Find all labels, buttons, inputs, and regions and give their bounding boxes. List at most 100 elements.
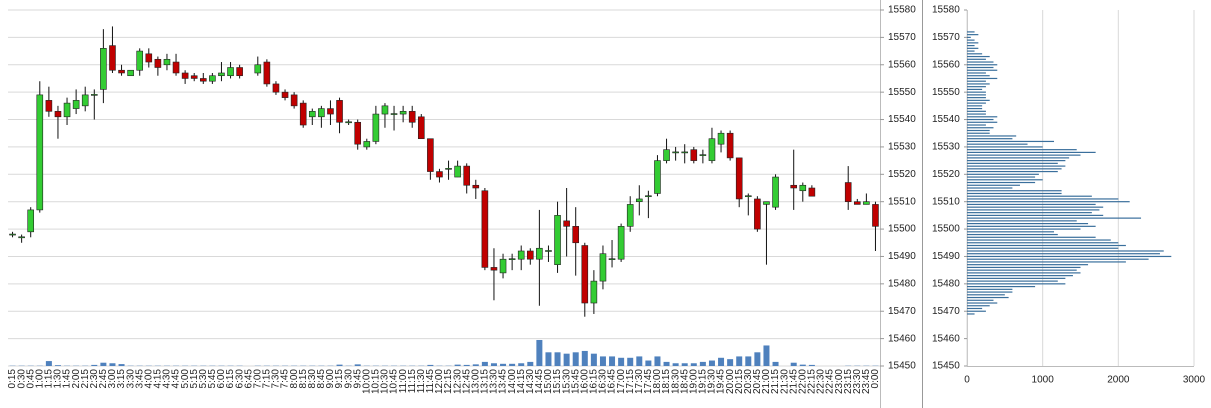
candle-body bbox=[754, 198, 761, 230]
profile-bar bbox=[967, 138, 1013, 140]
volume-bar bbox=[609, 356, 616, 366]
candle-body bbox=[844, 182, 852, 202]
profile-bar bbox=[967, 305, 990, 307]
candle-body bbox=[545, 250, 552, 252]
x-tick-label: 0:00 bbox=[870, 369, 881, 389]
profile-bar bbox=[967, 118, 994, 121]
volume-bar bbox=[690, 363, 697, 366]
x-tick-label: 14:15 bbox=[516, 369, 527, 394]
y-tick-label: 15520 bbox=[888, 169, 916, 180]
profile-bar bbox=[967, 34, 979, 36]
profile-bar bbox=[967, 179, 1043, 181]
profile-bar bbox=[967, 55, 990, 58]
volume-bar bbox=[808, 364, 815, 366]
candle-body bbox=[454, 165, 461, 178]
y-tick-label: 15560 bbox=[932, 59, 960, 70]
profile-bar bbox=[967, 124, 986, 126]
y-tick-label: 15540 bbox=[932, 114, 960, 125]
candle-body bbox=[790, 184, 798, 189]
x-tick-label: 12:00 bbox=[434, 369, 445, 394]
candle-body bbox=[372, 113, 380, 142]
candle-body bbox=[536, 247, 543, 260]
profile-bar bbox=[967, 266, 1081, 269]
x-tick-label: 15:00 bbox=[543, 369, 554, 394]
x-tick-label: 20:00 bbox=[725, 369, 736, 394]
volume-bar bbox=[518, 363, 525, 366]
candle-body bbox=[281, 91, 289, 98]
profile-bar bbox=[967, 170, 1058, 173]
x-tick-label: 13:15 bbox=[480, 369, 491, 394]
volume-bar bbox=[745, 356, 752, 366]
profile-bar bbox=[967, 162, 1058, 164]
profile-bar bbox=[967, 75, 990, 77]
x-tick-label: 17:45 bbox=[643, 369, 654, 394]
y-tick-label: 15520 bbox=[932, 169, 960, 180]
volume-bar bbox=[663, 361, 670, 366]
x-tick-label: 12:45 bbox=[461, 369, 472, 394]
candle-body bbox=[499, 258, 507, 274]
volume-bar bbox=[736, 356, 743, 366]
y-tick-label: 15460 bbox=[888, 333, 916, 344]
profile-bar bbox=[967, 69, 998, 71]
profile-bar bbox=[967, 47, 979, 49]
profile-bar bbox=[967, 288, 1013, 290]
profile-bar bbox=[967, 244, 1126, 247]
volume-bar bbox=[536, 339, 543, 366]
candle-body bbox=[263, 61, 271, 85]
profile-bar bbox=[967, 195, 1092, 197]
profile-bar bbox=[967, 225, 1096, 227]
profile-bar bbox=[967, 116, 998, 118]
profile-bar bbox=[967, 107, 983, 110]
profile-bar bbox=[967, 201, 1130, 203]
x-tick-label: 15:15 bbox=[552, 369, 563, 394]
candle-body bbox=[308, 111, 316, 118]
volume-bar bbox=[54, 365, 61, 366]
x-tick-label: 3:15 bbox=[116, 369, 127, 389]
profile-bar bbox=[967, 135, 1017, 137]
profile-bar bbox=[967, 143, 1028, 145]
volume-bar bbox=[672, 363, 679, 366]
candle-body bbox=[417, 116, 425, 140]
x-tick-label: 9:00 bbox=[325, 369, 336, 389]
y-tick-label: 15570 bbox=[888, 32, 916, 43]
profile-bar bbox=[967, 36, 971, 38]
profile-bar bbox=[967, 140, 1055, 143]
x-tick-label: 15:30 bbox=[561, 369, 572, 394]
x-tick-label: 4:30 bbox=[162, 369, 173, 389]
volume-bar bbox=[799, 364, 806, 366]
candle-body bbox=[390, 113, 398, 115]
candle-body bbox=[227, 67, 234, 77]
candle-body bbox=[354, 121, 362, 145]
x-tick-label: 7:30 bbox=[271, 369, 282, 389]
profile-bar bbox=[967, 296, 1009, 299]
candle-body bbox=[209, 75, 216, 82]
profile-bar bbox=[967, 239, 1111, 241]
profile-bar bbox=[967, 190, 1062, 192]
candle-body bbox=[863, 201, 870, 205]
x-tick-label: 18:00 bbox=[652, 369, 663, 394]
profile-bar bbox=[967, 160, 1066, 162]
x-tick-label: 2000 bbox=[1107, 375, 1130, 386]
profile-bar bbox=[967, 64, 998, 66]
candle-body bbox=[635, 198, 643, 202]
x-tick-label: 16:45 bbox=[607, 369, 618, 394]
profile-bar bbox=[967, 247, 1119, 249]
x-tick-label: 21:15 bbox=[770, 369, 781, 394]
x-tick-label: 22:30 bbox=[816, 369, 827, 394]
profile-bar bbox=[967, 192, 1062, 195]
candle-body bbox=[681, 151, 689, 154]
profile-bar bbox=[967, 181, 1036, 184]
x-tick-label: 21:30 bbox=[779, 369, 790, 394]
x-tick-label: 19:30 bbox=[707, 369, 718, 394]
profile-bar bbox=[967, 149, 1077, 151]
profile-bar bbox=[967, 272, 1081, 274]
candle-body bbox=[599, 253, 607, 282]
y-tick-label: 15500 bbox=[888, 224, 916, 235]
volume-bar bbox=[336, 364, 343, 366]
x-tick-label: 6:00 bbox=[216, 369, 227, 389]
candle-body bbox=[563, 220, 570, 227]
x-tick-label: 22:00 bbox=[797, 369, 808, 394]
volume-bar bbox=[790, 362, 797, 366]
x-tick-label: 14:00 bbox=[507, 369, 518, 394]
x-tick-label: 11:30 bbox=[416, 369, 427, 394]
